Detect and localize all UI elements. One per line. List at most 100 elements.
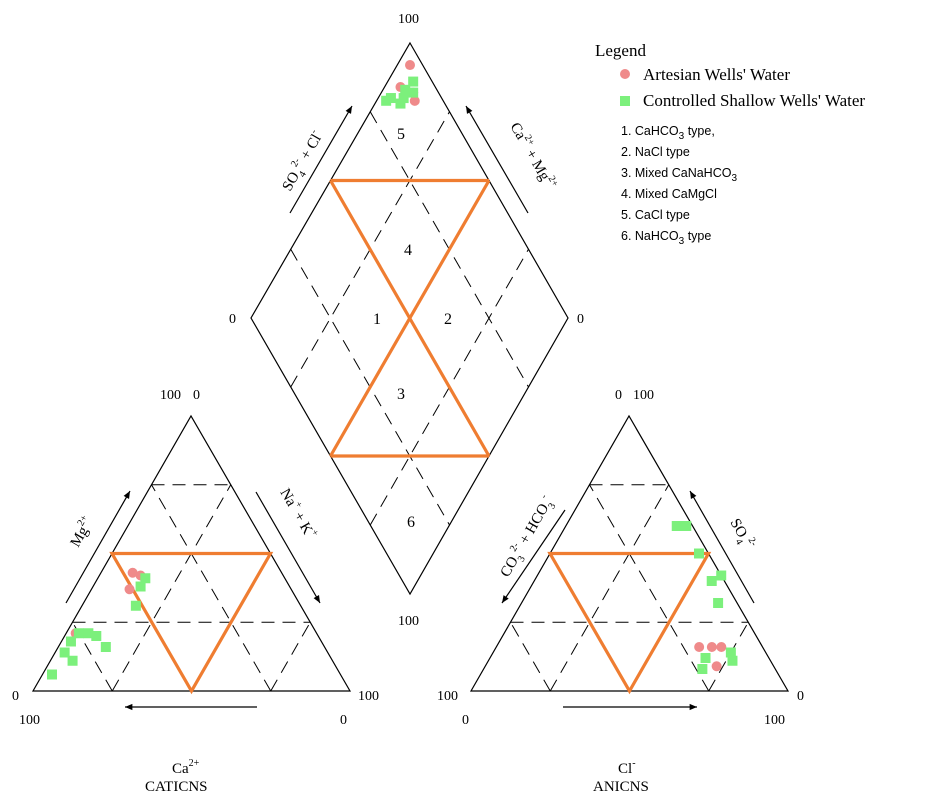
diamond-left-label: SO42- + Cl-: [277, 127, 330, 196]
diamond-tick-left: 0: [229, 312, 236, 327]
cation-title: CATICNS: [145, 779, 208, 795]
diamond-point-s0-0: [405, 60, 415, 71]
anion-right-label: SO42-: [723, 515, 759, 555]
cation-point-s1-7: [100, 642, 111, 652]
cation-triangle: [31, 414, 352, 695]
cation-tick-top-left: 100: [160, 388, 181, 403]
anion-tick-top-right: 100: [633, 388, 654, 403]
cation-point-s1-1: [135, 581, 146, 592]
arrow-anion-so4: [689, 490, 755, 604]
cation-tick-right: 100: [358, 689, 379, 704]
anion-point-s1-1: [700, 653, 711, 663]
legend: Legend Artesian Wells' Water Controlled …: [595, 41, 865, 247]
cation-point-s1-4: [91, 631, 102, 641]
cation-point-s1-3: [83, 628, 94, 639]
cation-point-s1-8: [59, 647, 70, 658]
zone-label-1: 1: [373, 311, 381, 328]
anion-tick-right: 0: [797, 689, 804, 704]
anion-left-label: CO32- + HCO3-: [495, 492, 560, 582]
cation-point-s0-0: [127, 567, 138, 578]
diamond-tick-bottom: 100: [398, 614, 419, 629]
anion-grid-a-2: [708, 622, 749, 692]
cation-point-s1-2: [130, 600, 141, 611]
arrow-anion-so4-head: [690, 491, 697, 499]
legend-label-artesian: Artesian Wells' Water: [643, 65, 790, 84]
anion-point-s1-8: [681, 521, 692, 531]
legend-title: Legend: [595, 41, 646, 60]
arrow-anion-co3-head: [502, 595, 509, 603]
cation-zone-triangle: [109, 551, 274, 695]
cation-tick-bottom-right: 0: [340, 713, 347, 728]
arrow-anion-cl-head: [689, 703, 697, 711]
cation-point-s1-10: [46, 669, 57, 680]
arrow-cation-na: [255, 491, 321, 604]
anion-point-s0-2: [706, 642, 717, 652]
legend-zone-5: 5. CaCl type: [621, 208, 690, 222]
anion-point-s1-5: [716, 570, 727, 581]
anion-tick-top-left: 0: [615, 388, 622, 403]
cation-right-label: Na+ + K+: [277, 485, 321, 543]
arrow-diamond-so4cl-head: [345, 106, 352, 114]
zone-label-6: 6: [407, 514, 415, 531]
arrow-cation-mg: [65, 490, 131, 604]
anion-point-s1-4: [713, 598, 724, 608]
anion-zone-triangle: [547, 551, 712, 695]
anion-tick-bottom-left: 0: [462, 713, 469, 728]
anion-title: ANICNS: [593, 779, 649, 795]
zone-label-4: 4: [404, 242, 412, 259]
anion-tick-bottom-right: 100: [764, 713, 785, 728]
cation-tick-left: 0: [12, 689, 19, 704]
anion-point-s0-3: [716, 642, 727, 652]
legend-marker-artesian: [620, 69, 630, 79]
diamond-point-s0-3: [409, 95, 420, 106]
arrow-anion-co3: [501, 509, 566, 604]
cation-point-s1-6: [65, 636, 76, 647]
diamond-point-s1-6: [381, 95, 392, 106]
cation-tick-top-right: 0: [193, 388, 200, 403]
diamond-frame: [250, 41, 569, 596]
cation-point-s1-5: [73, 628, 84, 639]
arrow-cation-ca-head: [125, 703, 133, 711]
cation-grid-a-2: [270, 622, 311, 692]
diamond-zone-diag-2: [329, 179, 491, 457]
diamond-point-s1-4: [395, 98, 406, 109]
diamond-point-s1-1: [400, 84, 411, 95]
zone-label-2: 2: [444, 311, 452, 328]
cation-grid-b-2: [151, 484, 272, 692]
data-points: [46, 60, 738, 680]
anion-grid-b-2: [589, 484, 710, 692]
legend-marker-shallow: [620, 96, 630, 106]
zone-label-3: 3: [397, 386, 405, 403]
axis-arrows: [65, 105, 755, 711]
legend-zone-1: 1. CaHCO3 type,: [621, 124, 715, 142]
arrow-cation-mg-head: [123, 491, 130, 499]
legend-zone-2: 2. NaCl type: [621, 145, 690, 159]
anion-point-s0-0: [711, 661, 722, 672]
legend-zone-3: 3. Mixed CaNaHCO3: [621, 166, 737, 184]
cation-grid-a-0: [111, 484, 232, 692]
cation-bottom-label: Ca2+: [172, 758, 200, 777]
diamond-tick-right: 0: [577, 312, 584, 327]
diamond-tick-top: 100: [398, 12, 419, 27]
diamond-right-label: Ca2+ + Mg2+: [507, 119, 561, 194]
arrow-diamond-camg: [465, 105, 529, 214]
arrow-diamond-camg-head: [466, 106, 473, 114]
arrow-cation-na-head: [313, 595, 320, 603]
anion-triangle: [469, 414, 790, 695]
anion-point-s1-3: [725, 647, 736, 658]
cation-tick-bottom-left: 100: [19, 713, 40, 728]
cation-point-s0-2: [124, 584, 135, 595]
legend-zone-6: 6. NaHCO3 type: [621, 229, 711, 247]
cation-point-s1-9: [67, 655, 78, 666]
arrow-diamond-so4cl: [289, 105, 353, 214]
diamond-point-s1-0: [408, 76, 419, 87]
cation-left-label: Mg2+: [65, 513, 97, 550]
legend-label-shallow: Controlled Shallow Wells' Water: [643, 91, 865, 110]
diamond-point-s1-2: [408, 87, 419, 98]
anion-grid-b-0: [510, 621, 551, 692]
anion-point-s1-7: [693, 548, 704, 559]
anion-bottom-label: Cl-: [618, 758, 636, 777]
anion-point-s1-2: [727, 655, 738, 666]
anion-point-s1-0: [697, 664, 708, 674]
